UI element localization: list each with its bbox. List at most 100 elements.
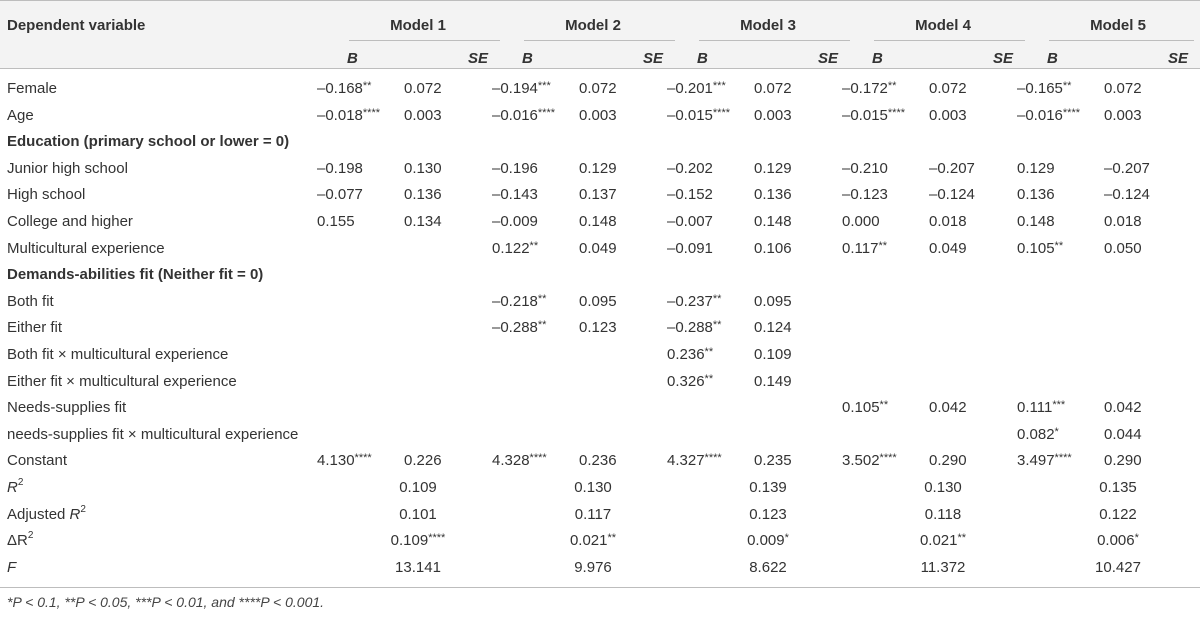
se-cell: 0.050: [1104, 236, 1194, 262]
stat-cell: 0.006*: [1048, 528, 1188, 554]
value-text: –0.237: [667, 293, 713, 310]
value-text: 0.130: [404, 160, 442, 177]
value-text: 0.042: [929, 399, 967, 416]
significance-stars: *: [1054, 426, 1059, 438]
b-cell: 0.136: [1017, 182, 1107, 208]
header-b-1: B: [347, 50, 358, 67]
model-group-rule: [874, 40, 1025, 41]
value-text: 0.136: [754, 186, 792, 203]
se-cell: 0.003: [404, 103, 494, 129]
b-cell: –0.194***: [492, 76, 582, 102]
value-text: 0.117: [574, 506, 612, 523]
value-text: 0.021: [919, 532, 958, 549]
value-text: 0.101: [399, 506, 437, 523]
label-text: Both fit × multicultural experience: [7, 346, 229, 363]
b-cell: –0.288**: [667, 315, 757, 341]
stat-cell: 0.139: [698, 475, 838, 501]
b-cell: –0.218**: [492, 289, 582, 315]
value-text: –0.201: [667, 80, 713, 97]
model-group-rule: [349, 40, 500, 41]
label-italic-text: R: [69, 506, 81, 523]
significance-stars: **: [878, 240, 887, 252]
significance-stars: **: [879, 399, 889, 411]
significance-stars: **: [537, 293, 547, 305]
row-label: F: [7, 555, 16, 581]
value-text: –0.016: [1017, 107, 1063, 124]
model-group-rule: [1049, 40, 1194, 41]
value-text: –0.015: [842, 107, 888, 124]
stat-cell: 8.622: [698, 555, 838, 581]
header-b-4: B: [872, 50, 883, 67]
value-text: 0.111: [1017, 399, 1053, 416]
value-text: –0.288: [667, 319, 713, 336]
value-text: –0.124: [929, 186, 975, 203]
value-text: 4.327: [667, 452, 705, 469]
value-text: –0.207: [1104, 160, 1150, 177]
label-text: Either fit × multicultural experience: [7, 373, 237, 390]
header-model-4: Model 4: [915, 17, 971, 34]
value-text: 0.148: [754, 213, 792, 230]
se-cell: 0.235: [754, 448, 844, 474]
b-cell: 0.155: [317, 209, 407, 235]
se-cell: 0.095: [754, 289, 844, 315]
value-text: 0.044: [1104, 426, 1142, 443]
value-text: 0.072: [1104, 80, 1142, 97]
value-text: 0.009: [747, 532, 785, 549]
significance-stars: **: [529, 240, 539, 252]
stat-cell: 13.141: [348, 555, 488, 581]
b-cell: –0.172**: [842, 76, 932, 102]
value-text: 0.106: [754, 240, 792, 257]
value-text: 0.018: [1104, 213, 1142, 230]
b-cell: –0.196: [492, 156, 582, 182]
value-text: 11.372: [920, 559, 966, 576]
value-text: 0.130: [924, 479, 962, 496]
row-label: needs-supplies fit × multicultural exper…: [7, 422, 298, 448]
header-dependent-variable: Dependent variable: [7, 17, 146, 34]
value-text: 0.049: [929, 240, 967, 257]
value-text: –0.207: [929, 160, 975, 177]
se-cell: 0.044: [1104, 422, 1194, 448]
value-text: 0.109: [399, 479, 437, 496]
row-label: Education (primary school or lower = 0): [7, 129, 289, 155]
significance-stars: **: [712, 319, 722, 331]
header-bottom-rule: [0, 68, 1200, 69]
value-text: –0.124: [1104, 186, 1150, 203]
se-cell: 0.072: [754, 76, 844, 102]
se-cell: –0.124: [929, 182, 1019, 208]
value-text: 9.976: [574, 559, 612, 576]
value-text: 0.326: [667, 373, 705, 390]
label-superscript: 2: [80, 504, 86, 515]
b-cell: –0.210: [842, 156, 932, 182]
label-text: needs-supplies fit × multicultural exper…: [7, 426, 299, 443]
se-cell: 0.042: [929, 395, 1019, 421]
value-text: 0.136: [1017, 186, 1055, 203]
value-text: –0.007: [667, 213, 713, 230]
value-text: 0.109: [754, 346, 792, 363]
se-cell: 0.003: [579, 103, 669, 129]
row-label: ΔR2: [7, 528, 33, 554]
label-text: College and higher: [7, 213, 133, 230]
value-text: 0.122: [1099, 506, 1137, 523]
row-label: Constant: [7, 448, 67, 474]
stat-cell: 0.009*: [698, 528, 838, 554]
stat-cell: 0.130: [523, 475, 663, 501]
label-text: Both fit: [7, 293, 54, 310]
header-se-2: SE: [643, 50, 664, 67]
value-text: 0.134: [404, 213, 442, 230]
value-text: 0.000: [842, 213, 880, 230]
significance-stars: **: [607, 532, 617, 544]
value-text: 3.502: [842, 452, 880, 469]
value-text: 0.003: [404, 107, 442, 124]
value-text: –0.018: [317, 107, 363, 124]
label-text: Adjusted: [7, 506, 70, 523]
significance-stars: ****: [1062, 107, 1081, 119]
value-text: –0.015: [667, 107, 713, 124]
row-label: Either fit: [7, 315, 62, 341]
value-text: 0.129: [754, 160, 792, 177]
value-text: –0.168: [317, 80, 363, 97]
se-cell: 0.129: [579, 156, 669, 182]
bottom-rule: [0, 587, 1200, 588]
row-label: Multicultural experience: [7, 236, 165, 262]
se-cell: 0.148: [754, 209, 844, 235]
label-text: High school: [7, 186, 86, 203]
